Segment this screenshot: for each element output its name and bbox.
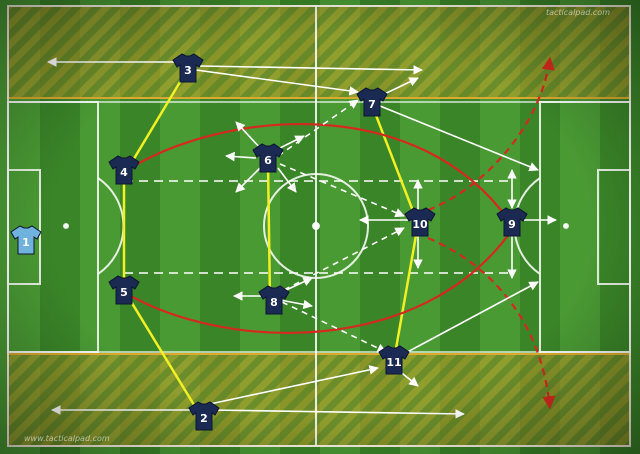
player-3[interactable]: 3 (172, 53, 204, 83)
shirt-icon (378, 345, 410, 375)
shirt-icon (496, 207, 528, 237)
shirt-icon (108, 275, 140, 305)
player-1[interactable]: 1 (10, 225, 42, 255)
player-number: 2 (200, 412, 208, 425)
player-2[interactable]: 2 (188, 401, 220, 431)
shirt-icon (108, 155, 140, 185)
player-number: 7 (368, 98, 376, 111)
shirt-icon (258, 285, 290, 315)
shirt-icon (252, 143, 284, 173)
wide-zone-top (7, 5, 631, 99)
shirt-icon (172, 53, 204, 83)
player-number: 4 (120, 166, 128, 179)
watermark-bottom: www.tacticalpad.com (24, 434, 110, 443)
watermark-top: tacticalpad.com (545, 8, 610, 17)
player-7[interactable]: 7 (356, 87, 388, 117)
shirt-icon (356, 87, 388, 117)
players: 1 2 3 4 5 6 7 8 9 10 11 (10, 53, 528, 431)
player-number: 5 (120, 286, 128, 299)
player-5[interactable]: 5 (108, 275, 140, 305)
player-number: 6 (264, 154, 272, 167)
player-number: 10 (412, 218, 428, 231)
player-10[interactable]: 10 (404, 207, 436, 237)
player-number: 8 (270, 296, 278, 309)
shirt-icon (188, 401, 220, 431)
shirt-icon (404, 207, 436, 237)
player-11[interactable]: 11 (378, 345, 410, 375)
player-number: 3 (184, 64, 192, 77)
wide-zone-bottom (7, 353, 631, 447)
player-9[interactable]: 9 (496, 207, 528, 237)
player-number: 9 (508, 218, 516, 231)
player-6[interactable]: 6 (252, 143, 284, 173)
player-4[interactable]: 4 (108, 155, 140, 185)
shirt-icon (10, 225, 42, 255)
player-number: 11 (386, 356, 401, 369)
player-8[interactable]: 8 (258, 285, 290, 315)
player-number: 1 (22, 236, 30, 249)
